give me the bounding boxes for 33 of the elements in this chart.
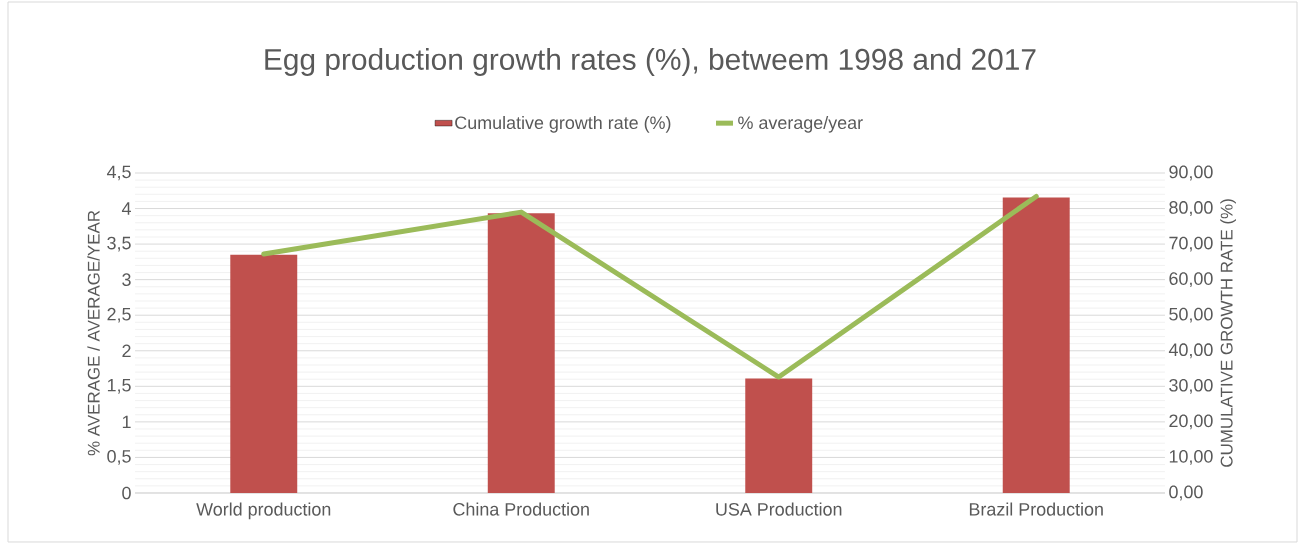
y2-axis-title: CUMULATIVE GROWTH RATE (%) [1220,199,1236,467]
y2-tick-label: 20,00 [1169,414,1213,430]
y-tick-label: 0,5 [107,450,131,465]
legend-label: % average/year [738,115,863,133]
x-tick-label: World production [196,502,331,520]
y2-tick-label: 60,00 [1169,272,1213,288]
y-tick-label: 4 [121,202,131,215]
bar [487,213,555,493]
x-tick-label: Brazil Production [969,502,1103,516]
y2-tick-label: 0,00 [1169,485,1203,501]
x-tick-label: China Production [453,502,589,516]
y2-tick-label: 70,00 [1169,236,1213,252]
y2-tick-label: 30,00 [1169,378,1213,394]
y-tick-label: 1 [122,415,131,429]
bar [230,254,298,493]
y2-tick-label: 10,00 [1169,450,1213,465]
bar [1002,197,1070,493]
y-tick-label: 3,5 [107,236,131,252]
y-tick-label: 2 [122,344,131,358]
y2-tick-label: 50,00 [1169,307,1213,323]
y-tick-label: 1,5 [107,379,131,394]
y-axis-title: % AVERAGE / AVERAGE/YEAR [87,210,100,456]
y2-tick-label: 80,00 [1169,201,1213,216]
y2-tick-label: 40,00 [1168,343,1213,359]
x-tick-label: USA Production [716,502,842,516]
y-tick-label: 4,5 [106,165,131,181]
y-tick-label: 3 [122,273,131,286]
y-tick-label: 2,5 [107,307,131,323]
bar [745,378,813,493]
y2-tick-label: 90,00 [1169,165,1213,181]
y-tick-label: 0 [122,486,131,500]
legend-label: Cumulative growth rate (%) [455,115,671,133]
chart-title: Egg production growth rates (%), betweem 1998 and 2017 [265,48,1036,76]
